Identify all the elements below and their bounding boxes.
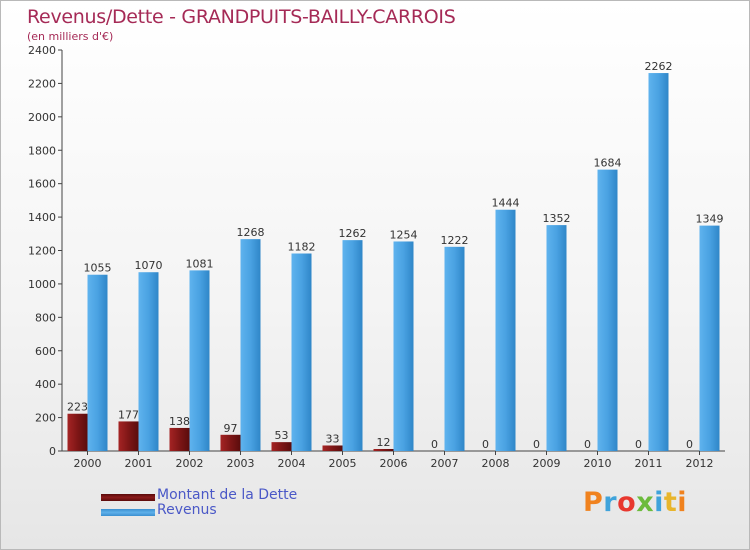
bar-revenus — [138, 272, 159, 451]
bar-revenus — [597, 169, 618, 452]
data-label-dette: 53 — [275, 429, 289, 442]
proxiti-logo: Proxiti — [583, 487, 687, 518]
bar-dette — [169, 427, 190, 451]
bar-revenus — [495, 209, 516, 451]
data-label-revenus: 1352 — [543, 212, 571, 225]
data-label-dette: 0 — [533, 438, 540, 451]
bar-dette — [271, 442, 292, 451]
chart-subtitle: (en milliers d'€) — [27, 30, 114, 43]
data-label-dette: 0 — [482, 438, 489, 451]
bar-revenus — [546, 225, 567, 451]
brand-letter: r — [603, 487, 618, 518]
y-tick-label: 600 — [35, 345, 56, 358]
y-tick-label: 1400 — [28, 211, 56, 224]
x-tick-label: 2009 — [533, 457, 561, 470]
brand-letter: i — [677, 487, 688, 518]
legend-label-dette: Montant de la Dette — [157, 487, 298, 503]
data-label-dette: 33 — [326, 432, 340, 445]
data-label-dette: 223 — [67, 401, 88, 414]
data-label-dette: 97 — [224, 422, 238, 435]
brand-letter: P — [583, 487, 604, 518]
data-label-dette: 177 — [118, 408, 139, 421]
y-tick-label: 800 — [35, 311, 56, 324]
data-label-revenus: 1444 — [492, 197, 520, 210]
data-label-dette: 12 — [377, 436, 391, 449]
bar-dette — [373, 448, 394, 451]
bar-dette — [322, 445, 343, 451]
bar-dette — [67, 413, 88, 451]
x-tick-label: 2012 — [686, 457, 714, 470]
bar-dette — [220, 434, 241, 451]
data-label-revenus: 1254 — [390, 228, 418, 241]
data-label-dette: 0 — [584, 438, 591, 451]
y-tick-label: 1200 — [28, 245, 56, 258]
brand-letter: o — [617, 487, 637, 518]
data-label-revenus: 1684 — [594, 157, 622, 170]
data-label-revenus: 1081 — [186, 257, 214, 270]
bar-revenus — [240, 239, 261, 451]
brand-letter: t — [663, 487, 678, 518]
x-tick-label: 2005 — [329, 457, 357, 470]
chart-title: Revenus/Dette - GRANDPUITS-BAILLY-CARROI… — [27, 6, 456, 28]
x-tick-label: 2002 — [176, 457, 204, 470]
data-label-revenus: 1070 — [135, 259, 163, 272]
y-tick-label: 2200 — [28, 77, 56, 90]
data-label-revenus: 1268 — [237, 226, 265, 239]
y-tick-label: 0 — [49, 445, 56, 458]
bar-revenus — [87, 274, 108, 451]
bar-revenus — [393, 241, 414, 451]
legend-swatch-dette — [101, 494, 155, 501]
bar-dette — [118, 421, 139, 451]
bar-revenus — [342, 240, 363, 451]
legend-swatch-revenus — [101, 509, 155, 516]
x-tick-label: 2011 — [635, 457, 663, 470]
data-label-dette: 0 — [635, 438, 642, 451]
data-label-revenus: 2262 — [645, 60, 673, 73]
y-tick-label: 1600 — [28, 178, 56, 191]
data-label-dette: 138 — [169, 415, 190, 428]
bar-revenus — [291, 253, 312, 451]
y-tick-label: 1800 — [28, 144, 56, 157]
data-label-dette: 0 — [686, 438, 693, 451]
x-tick-label: 2006 — [380, 457, 408, 470]
x-tick-label: 2004 — [278, 457, 306, 470]
y-tick-label: 200 — [35, 412, 56, 425]
y-tick-label: 400 — [35, 378, 56, 391]
bar-revenus — [699, 225, 720, 451]
x-tick-label: 2001 — [125, 457, 153, 470]
y-tick-label: 2400 — [28, 44, 56, 57]
data-label-revenus: 1182 — [288, 241, 316, 254]
y-tick-label: 1000 — [28, 278, 56, 291]
data-label-revenus: 1055 — [84, 262, 112, 275]
brand-letter: i — [654, 487, 664, 518]
y-tick-label: 2000 — [28, 111, 56, 124]
data-label-revenus: 1222 — [441, 234, 469, 247]
bar-revenus — [648, 73, 669, 452]
x-tick-label: 2007 — [431, 457, 459, 470]
bar-revenus — [189, 270, 210, 451]
data-label-dette: 0 — [431, 438, 438, 451]
brand-letter: x — [636, 487, 655, 518]
x-tick-label: 2000 — [74, 457, 102, 470]
x-tick-label: 2008 — [482, 457, 510, 470]
bar-revenus — [444, 246, 465, 451]
data-label-revenus: 1349 — [696, 213, 724, 226]
x-tick-label: 2003 — [227, 457, 255, 470]
legend-label-revenus: Revenus — [157, 502, 217, 518]
data-label-revenus: 1262 — [339, 227, 367, 240]
x-tick-label: 2010 — [584, 457, 612, 470]
